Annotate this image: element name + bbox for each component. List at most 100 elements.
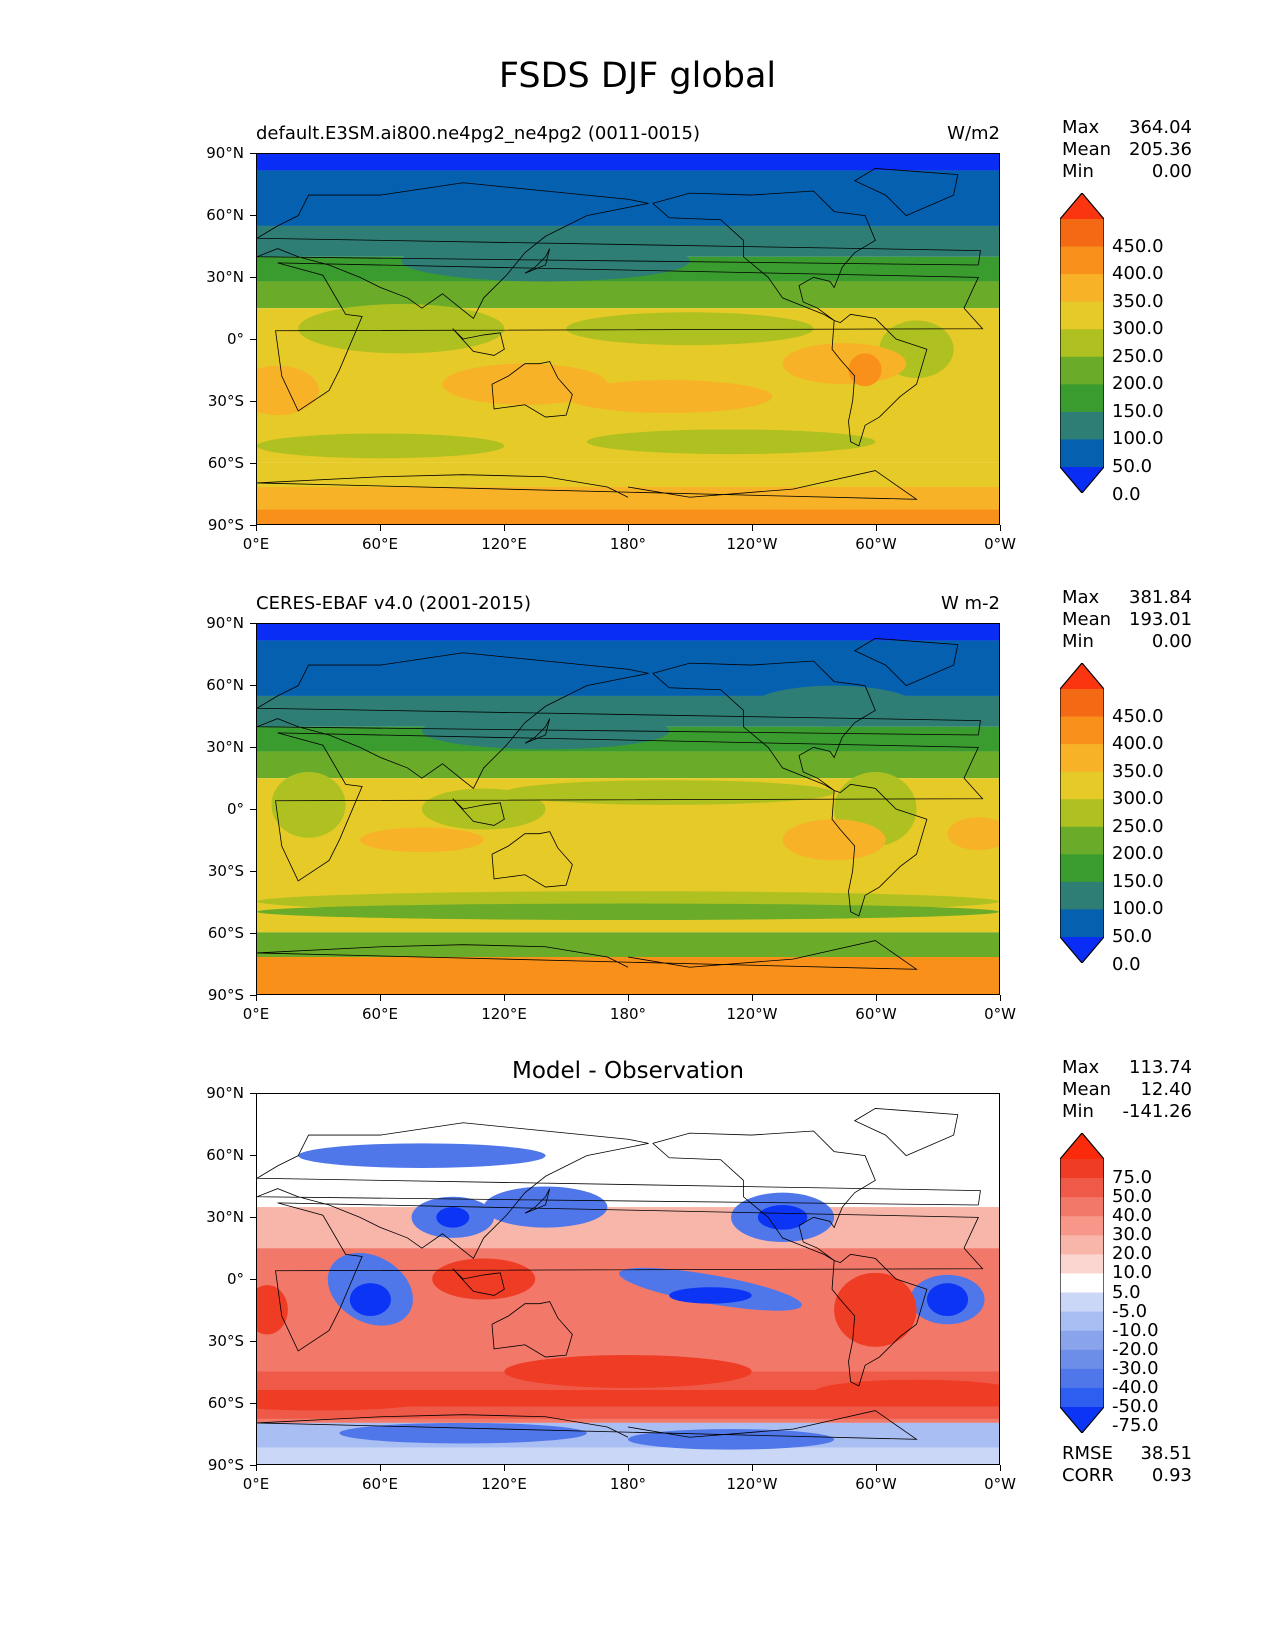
lon-tick-mark [628, 525, 629, 531]
lon-tick-label: 0°E [242, 1005, 270, 1023]
lon-tick-label: 60°W [855, 535, 897, 553]
colorbar-label: 10.0 [1112, 1262, 1153, 1284]
stat-mean: Mean 12.40 [1062, 1079, 1192, 1100]
field-contour [483, 1186, 608, 1228]
field-contour [669, 1287, 752, 1304]
lon-tick-label: 180° [609, 1475, 647, 1493]
lon-tick-label: 60°E [361, 1475, 399, 1493]
stat-max: Max 364.04 [1062, 117, 1192, 138]
panel2-stats: Max 381.84 Mean 193.01 Min 0.00 [1062, 587, 1192, 653]
coastline [491, 831, 573, 888]
lon-tick-label: 0°E [242, 1475, 270, 1493]
panel2-map [256, 623, 1000, 995]
colorbar-extend-min [1060, 1407, 1104, 1433]
colorbar-swatch [1060, 329, 1104, 358]
lon-tick-label: 120°E [481, 1005, 527, 1023]
stat-max: Max 381.84 [1062, 587, 1192, 608]
lon-tick-label: 120°W [726, 1475, 778, 1493]
lon-tick-label: 180° [609, 535, 647, 553]
colorbar-swatch [1060, 384, 1104, 413]
colorbar-swatch [1060, 1387, 1104, 1408]
colorbar-label: 5.0 [1112, 1281, 1141, 1303]
colorbar-label: -5.0 [1112, 1300, 1148, 1322]
stat-min: Min 0.00 [1062, 631, 1192, 652]
lon-tick-label: 120°E [481, 535, 527, 553]
panel3-title: Model - Observation [511, 1058, 745, 1084]
lat-tick-mark [250, 339, 256, 340]
colorbar-label: 250.0 [1112, 345, 1164, 367]
colorbar-label: 300.0 [1112, 318, 1164, 340]
stat-max: Max 113.74 [1062, 1057, 1192, 1078]
panel1-colorbar [1060, 193, 1104, 493]
coastline [257, 940, 918, 970]
field-contour [504, 1355, 752, 1388]
colorbar-label: -20.0 [1112, 1338, 1159, 1360]
colorbar-label: 450.0 [1112, 705, 1164, 727]
field-band [257, 1207, 999, 1249]
lat-tick-mark [250, 933, 256, 934]
panel2-map-svg [257, 624, 999, 994]
stat-min: Min 0.00 [1062, 161, 1192, 182]
lon-tick-mark [628, 995, 629, 1001]
colorbar-swatch [1060, 219, 1104, 248]
field-contour [339, 1422, 587, 1444]
colorbar-label: -75.0 [1112, 1415, 1159, 1437]
coastline [652, 1130, 876, 1261]
field-contour [947, 817, 999, 851]
field-contour [257, 1285, 288, 1335]
colorbar-extend-max [1060, 193, 1104, 219]
coastline [275, 1202, 984, 1352]
colorbar-label: 40.0 [1112, 1205, 1153, 1227]
field-contour [421, 712, 670, 750]
colorbar-swatch [1060, 1330, 1104, 1351]
lon-tick-label: 60°W [855, 1005, 897, 1023]
coastline [275, 732, 984, 882]
coastline [652, 190, 876, 321]
colorbar-label: -40.0 [1112, 1376, 1159, 1398]
lat-tick-label: 60°N [206, 1146, 244, 1164]
metric-rmse: RMSE 38.51 [1062, 1443, 1192, 1464]
lon-tick-mark [752, 1465, 753, 1471]
panel2-title: CERES-EBAF v4.0 (2001-2015) [256, 593, 532, 614]
colorbar-swatch [1060, 799, 1104, 828]
colorbar-swatch [1060, 771, 1104, 800]
lat-tick-label: 30°N [206, 1208, 244, 1226]
field-contour [586, 429, 876, 455]
field-band [257, 154, 999, 171]
lon-tick-mark [876, 525, 877, 531]
field-contour [349, 1283, 391, 1316]
colorbar-label: 150.0 [1112, 400, 1164, 422]
lat-tick-mark [250, 747, 256, 748]
panel2-units: W m-2 [940, 593, 1000, 614]
field-contour [298, 304, 505, 354]
lat-tick-label: 90°N [206, 614, 244, 632]
lat-tick-label: 0° [226, 330, 244, 348]
colorbar-swatch [1060, 1178, 1104, 1198]
lat-tick-label: 0° [226, 800, 244, 818]
field-contour [751, 685, 917, 727]
lat-tick-mark [250, 401, 256, 402]
field-contour [566, 312, 814, 346]
lon-tick-label: 0°W [984, 535, 1016, 553]
colorbar-swatch [1060, 356, 1104, 385]
lon-tick-mark [628, 1465, 629, 1471]
colorbar-extend-min [1060, 937, 1104, 963]
colorbar-label: 400.0 [1112, 263, 1164, 285]
stat-min: Min -141.26 [1062, 1101, 1192, 1122]
field-band [257, 624, 999, 641]
lat-tick-mark [250, 685, 256, 686]
lon-tick-mark [256, 1465, 257, 1471]
colorbar-swatch [1060, 716, 1104, 745]
lon-tick-mark [752, 995, 753, 1001]
colorbar-swatch [1060, 744, 1104, 773]
lat-tick-label: 60°N [206, 206, 244, 224]
colorbar-label: 100.0 [1112, 428, 1164, 450]
colorbar-label: 50.0 [1112, 1186, 1153, 1208]
panel3-metrics: RMSE 38.51 CORR 0.93 [1062, 1443, 1192, 1487]
panel1-map-svg [257, 154, 999, 524]
lat-tick-label: 30°S [207, 1332, 244, 1350]
colorbar-label: 150.0 [1112, 870, 1164, 892]
field-contour [271, 772, 346, 838]
colorbar-swatch [1060, 1235, 1104, 1255]
coastline [831, 313, 928, 447]
